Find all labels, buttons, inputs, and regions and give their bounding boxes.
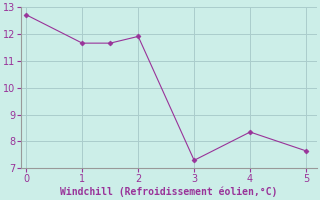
X-axis label: Windchill (Refroidissement éolien,°C): Windchill (Refroidissement éolien,°C) bbox=[60, 187, 278, 197]
